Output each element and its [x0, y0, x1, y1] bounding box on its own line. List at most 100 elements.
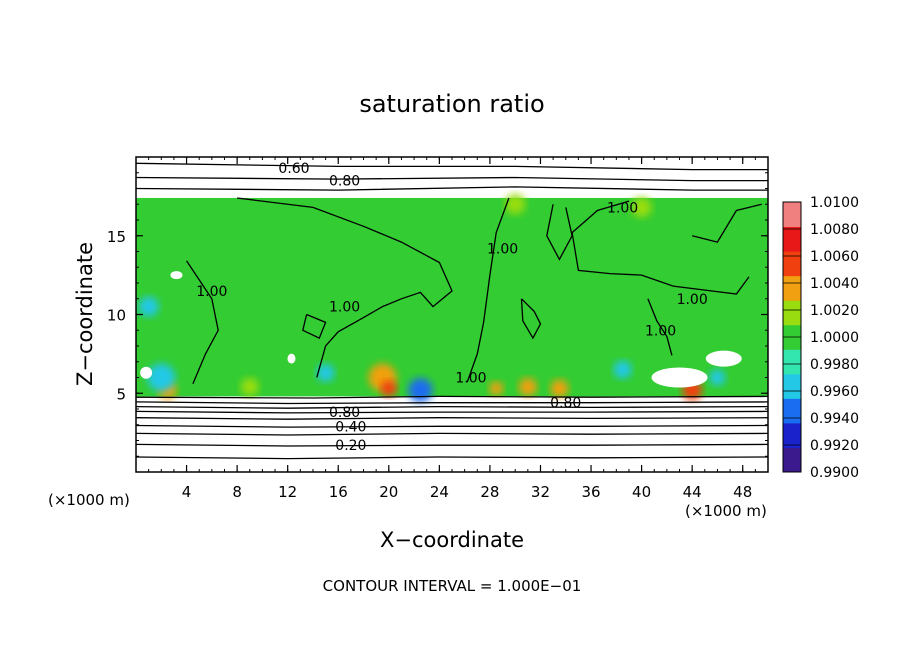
- x-tick-label: 40: [632, 483, 651, 501]
- y-tick-label: 5: [116, 385, 126, 403]
- colorbar-swatch: [783, 447, 801, 473]
- contour-line: [136, 176, 768, 182]
- dry-pocket: [287, 353, 296, 364]
- contour-line: [647, 298, 673, 356]
- contour-label: 1.00: [645, 323, 676, 339]
- field-blob: [518, 377, 537, 396]
- contour-label: 1.00: [487, 241, 518, 257]
- contour-line: [302, 313, 327, 339]
- contour-line: [692, 203, 762, 243]
- field-blob: [550, 379, 569, 398]
- contour-label: 1.00: [329, 300, 360, 316]
- contour-line: [136, 395, 768, 399]
- colorbar-swatch: [783, 300, 801, 326]
- contour-line: [136, 401, 768, 405]
- contour-label: 1.00: [455, 371, 486, 387]
- contour-label: 0.60: [278, 161, 309, 177]
- field-blob: [240, 377, 259, 396]
- colorbar-label: 0.9980: [810, 357, 859, 373]
- colorbar-label: 0.9900: [810, 465, 859, 481]
- field-blob: [631, 197, 652, 218]
- colorbar-label: 1.0080: [810, 222, 859, 238]
- contour-line: [571, 200, 750, 295]
- contour-line: [136, 432, 768, 436]
- contour-line: [136, 417, 768, 420]
- colorbar-swatch: [783, 373, 801, 399]
- colorbar-label: 1.0000: [810, 330, 859, 346]
- field-blob: [147, 363, 176, 392]
- dry-pocket: [651, 367, 708, 388]
- contour-label: 0.80: [329, 405, 360, 421]
- chart-title: saturation ratio: [359, 90, 544, 118]
- y-axis-label: Z−coordinate: [73, 242, 97, 386]
- contour-line: [136, 162, 768, 171]
- contour-label: 0.40: [335, 419, 366, 435]
- contour-line: [136, 405, 768, 409]
- x-tick-label: 32: [531, 483, 550, 501]
- contour-label: 0.80: [329, 174, 360, 190]
- field-blob: [138, 296, 159, 317]
- field-blob: [408, 378, 433, 403]
- y-tick-label: 15: [107, 228, 126, 246]
- contour-line: [136, 186, 768, 191]
- contour-line: [136, 443, 768, 447]
- colorbar-swatch: [783, 202, 801, 228]
- contour-line: [466, 197, 510, 383]
- dry-pocket: [140, 366, 153, 379]
- contour-line: [546, 204, 573, 261]
- x-tick-label: 4: [182, 483, 192, 501]
- contour-label: 1.00: [196, 284, 227, 300]
- moist-layer: [136, 197, 768, 397]
- colorbar-swatch: [783, 226, 801, 252]
- x-tick-label: 44: [683, 483, 702, 501]
- field-blob: [316, 363, 335, 382]
- colorbar-label: 0.9960: [810, 384, 859, 400]
- colorbar-swatch: [783, 349, 801, 375]
- field-blob: [709, 369, 726, 386]
- x-tick-label: 16: [329, 483, 348, 501]
- colorbar-swatch: [783, 251, 801, 277]
- colorbar-label: 1.0020: [810, 303, 859, 319]
- x-tick-label: 48: [733, 483, 752, 501]
- colorbar-label: 1.0040: [810, 276, 859, 292]
- colorbar-label: 0.9940: [810, 411, 859, 427]
- dry-pocket: [170, 271, 183, 280]
- contour-interval-note: CONTOUR INTERVAL = 1.000E−01: [323, 577, 582, 595]
- contour-label: 1.00: [677, 292, 708, 308]
- contour-label: 0.20: [335, 438, 366, 454]
- colorbar-swatch: [783, 422, 801, 448]
- contour-line: [136, 410, 768, 414]
- x-tick-label: 12: [278, 483, 297, 501]
- field-blob: [489, 381, 504, 396]
- contour-line: [237, 197, 453, 378]
- x-tick-label: 24: [430, 483, 449, 501]
- field-blob: [613, 360, 632, 379]
- plot-area: [136, 157, 768, 472]
- contour-label: 1.00: [607, 200, 638, 216]
- colorbar-label: 0.9920: [810, 438, 859, 454]
- x-tick-label: 28: [480, 483, 499, 501]
- colorbar: 0.9900 0.9920 0.9940 0.9960 0.9980 1.0000 1.00…: [782, 195, 859, 481]
- saturation-field: [136, 194, 768, 403]
- x-axis-units-left: (×1000 m): [48, 491, 130, 509]
- colorbar-label: 1.0060: [810, 249, 859, 265]
- x-tick-label: 20: [379, 483, 398, 501]
- contour-labels: 0.600.801.001.001.001.00 1.001.001.000.80…: [196, 161, 708, 454]
- colorbar-swatch: [783, 398, 801, 424]
- contour-line: [520, 298, 542, 340]
- y-axis: 5 10 15: [107, 172, 768, 457]
- contour-line: [136, 424, 768, 428]
- dry-pocket: [705, 350, 742, 367]
- colorbar-label: 1.0100: [810, 195, 859, 211]
- field-blob: [380, 380, 397, 397]
- x-axis-units-right: (×1000 m): [685, 502, 767, 520]
- y-tick-label: 10: [107, 307, 126, 325]
- contour-lines: [136, 162, 768, 460]
- colorbar-swatch: [783, 275, 801, 301]
- x-tick-label: 36: [581, 483, 600, 501]
- contour-line: [136, 456, 768, 460]
- contour-line: [186, 260, 219, 385]
- field-blob: [505, 194, 526, 215]
- x-axis-label: X−coordinate: [380, 528, 524, 552]
